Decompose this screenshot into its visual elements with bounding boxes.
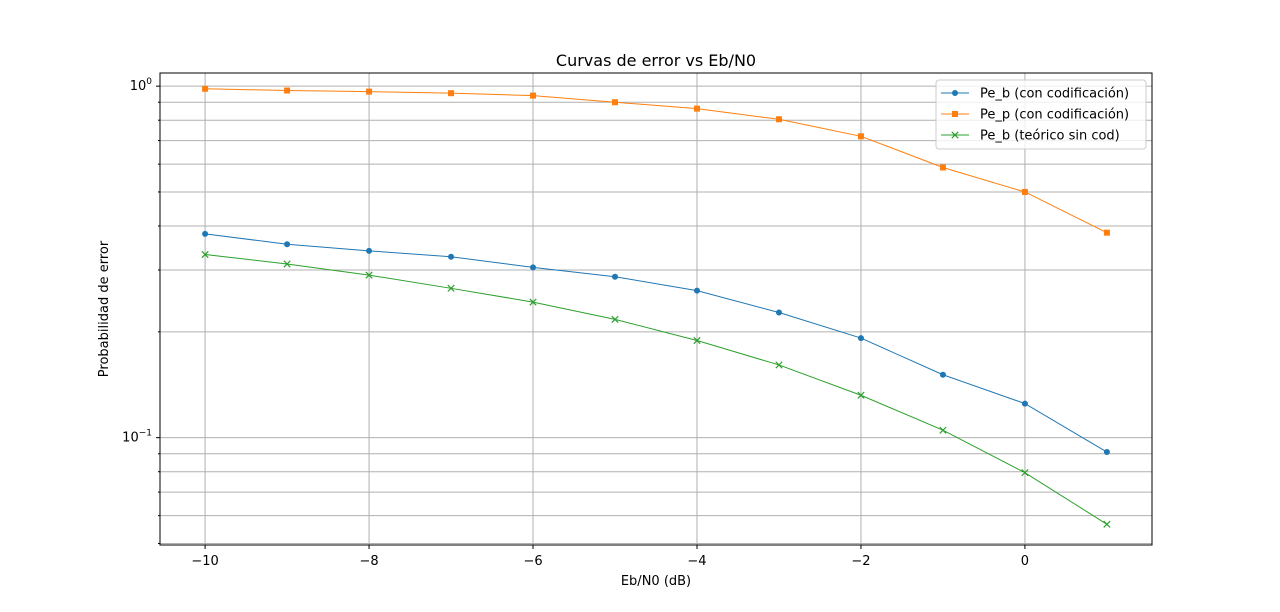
legend-label: Pe_b (teórico sin cod) xyxy=(980,129,1120,144)
data-point xyxy=(366,247,373,254)
x-tick-label: −4 xyxy=(687,554,706,569)
data-point xyxy=(283,260,291,268)
series-line xyxy=(205,88,1108,234)
data-point xyxy=(857,133,864,140)
data-point xyxy=(1021,400,1028,407)
data-point xyxy=(284,241,291,248)
data-point xyxy=(365,271,373,279)
data-point xyxy=(447,284,455,292)
legend-marker xyxy=(952,111,958,117)
data-point xyxy=(530,92,537,99)
series-line xyxy=(205,233,1108,453)
data-point xyxy=(448,253,455,260)
chart-title: Curvas de error vs Eb/N0 xyxy=(556,51,756,70)
x-tick-label: −8 xyxy=(359,554,378,569)
data-point xyxy=(612,273,619,280)
legend-entry: Pe_b (con codificación) xyxy=(941,87,1129,102)
series-layer xyxy=(201,85,1111,528)
x-tick-label: −6 xyxy=(523,554,542,569)
data-point xyxy=(1103,520,1111,528)
data-point xyxy=(530,264,537,271)
data-point xyxy=(693,105,700,112)
data-point xyxy=(201,250,209,259)
x-tick-label: −2 xyxy=(851,554,870,569)
legend-entry: Pe_b (teórico sin cod) xyxy=(941,129,1120,144)
data-point xyxy=(366,88,373,95)
data-point xyxy=(775,361,783,369)
data-point xyxy=(775,309,782,316)
data-point xyxy=(939,164,946,171)
data-point xyxy=(529,298,537,306)
data-point xyxy=(1103,449,1110,456)
legend-label: Pe_b (con codificación) xyxy=(980,87,1129,102)
data-point xyxy=(775,116,782,123)
legend-marker xyxy=(951,131,959,139)
data-point xyxy=(611,315,619,324)
series-2 xyxy=(202,85,1110,236)
data-point xyxy=(939,426,947,434)
data-point xyxy=(202,85,209,92)
data-point xyxy=(448,90,455,97)
series-3 xyxy=(201,250,1111,528)
x-axis-label: Eb/N0 (dB) xyxy=(621,574,691,589)
x-tick-label: −10 xyxy=(191,554,218,569)
data-point xyxy=(1021,188,1028,195)
data-point xyxy=(202,230,209,237)
data-point xyxy=(857,335,864,342)
data-point xyxy=(612,99,619,106)
legend-entry: Pe_p (con codificación) xyxy=(941,108,1129,123)
legend-marker xyxy=(952,90,958,96)
data-point xyxy=(1021,469,1029,477)
y-axis-label: Probabilidad de error xyxy=(97,240,112,377)
y-tick-label: 100 xyxy=(130,77,153,94)
series-line xyxy=(205,253,1108,525)
series-1 xyxy=(202,230,1110,456)
plot-frame xyxy=(159,72,1153,546)
data-point xyxy=(857,391,865,399)
data-point xyxy=(284,87,291,94)
y-tick-label: 10−1 xyxy=(122,429,152,446)
legend: Pe_b (con codificación) Pe_p (con codific… xyxy=(935,79,1147,150)
legend-box xyxy=(935,79,1147,150)
data-point xyxy=(1103,229,1110,236)
data-point xyxy=(693,336,701,345)
x-tick-label: 0 xyxy=(1021,554,1029,569)
data-point xyxy=(939,371,946,378)
data-point xyxy=(693,287,700,294)
ticks: −10 −8 −6 −4 −2 0 10−1 100 xyxy=(122,77,1029,569)
legend-label: Pe_p (con codificación) xyxy=(980,108,1129,123)
